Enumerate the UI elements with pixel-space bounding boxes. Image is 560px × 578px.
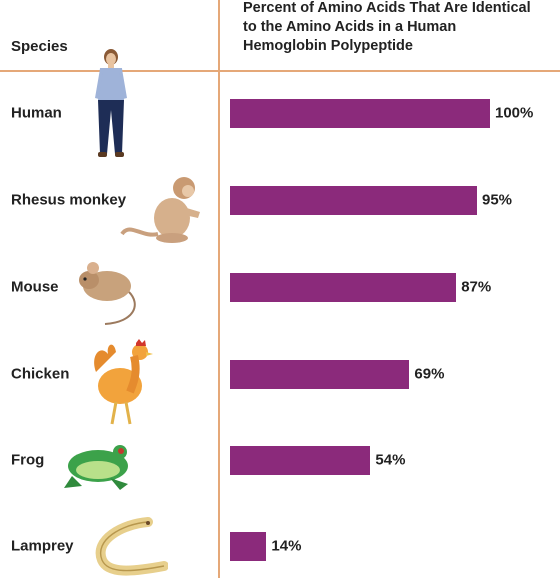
bar: [230, 359, 410, 389]
frog-icon: [64, 445, 128, 490]
column-divider: [218, 0, 220, 578]
species-label: Rhesus monkey: [11, 191, 127, 209]
bar: [230, 445, 371, 475]
percent-value-label: 69%: [414, 365, 445, 383]
header-divider: [0, 70, 560, 72]
chicken-icon: [94, 339, 153, 425]
percent-value-label: 54%: [375, 451, 406, 469]
species-label: Human: [11, 104, 62, 122]
percent-value-label: 14%: [271, 537, 302, 555]
mouse-icon: [79, 262, 136, 325]
percent-value-label: 87%: [461, 278, 492, 296]
human-icon: [95, 49, 127, 157]
species-label: Mouse: [11, 278, 59, 296]
bar: [230, 185, 477, 215]
bar: [230, 531, 267, 561]
species-label: Lamprey: [11, 537, 74, 555]
lamprey-icon: [95, 517, 168, 576]
species-label: Chicken: [11, 365, 70, 383]
bar: [230, 272, 457, 302]
species-label: Frog: [11, 451, 45, 469]
percent-column-header: Percent of Amino Acids That Are Identica…: [243, 0, 531, 54]
species-column-header: Species: [11, 38, 68, 55]
bar: [230, 98, 490, 128]
percent-value-label: 95%: [482, 191, 513, 209]
percent-value-label: 100%: [495, 104, 534, 122]
rhesus-monkey-icon: [120, 177, 200, 243]
